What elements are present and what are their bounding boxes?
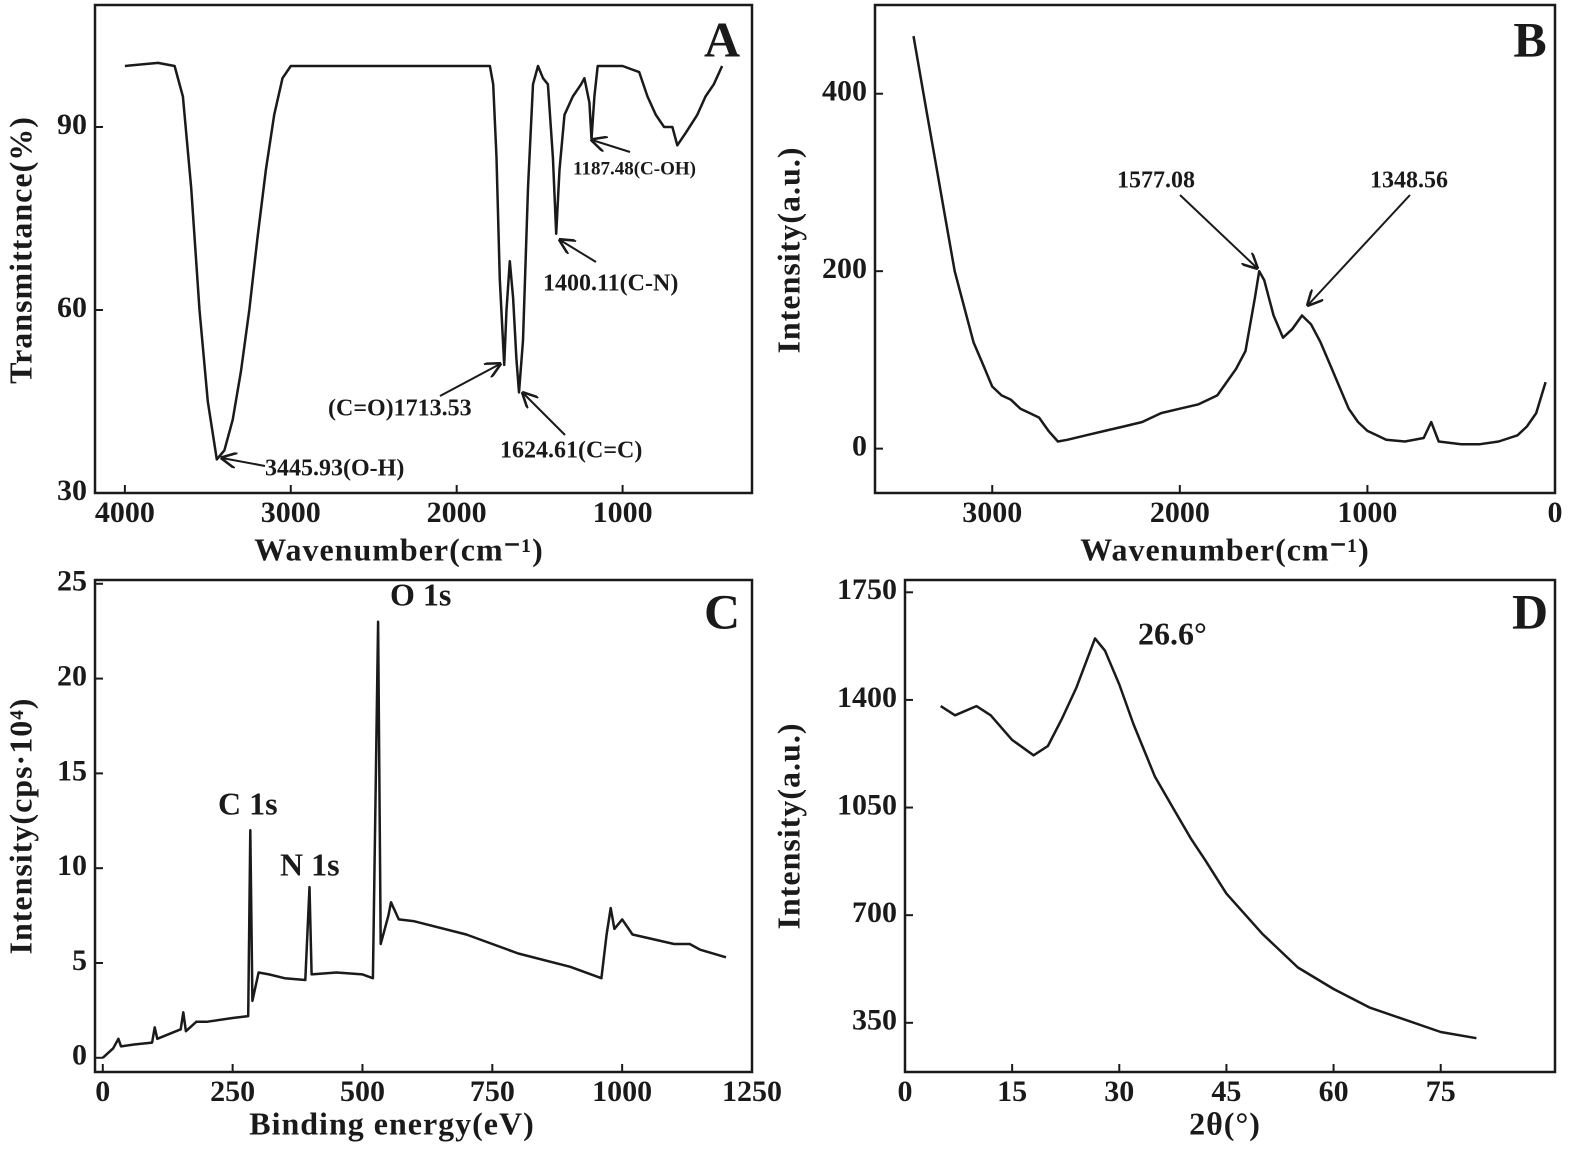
annotation: N 1s [280, 846, 340, 882]
y-tick-label: 60 [57, 291, 87, 324]
y-tick-label: 20 [57, 659, 87, 692]
y-tick-label: 0 [72, 1039, 87, 1072]
y-tick-label: 1050 [837, 788, 897, 821]
y-tick-label: 350 [852, 1004, 897, 1037]
panel-label: C [704, 583, 740, 639]
x-axis-label: 2θ(°) [1189, 1105, 1261, 1141]
annotation: 3445.93(O-H) [265, 456, 404, 482]
x-tick-label: 1000 [1337, 496, 1397, 529]
y-axis-label: Intensity(a.u.) [770, 146, 806, 353]
annotation: (C=O)1713.53 [328, 396, 472, 422]
y-axis-label: Transmittance(%) [2, 116, 38, 384]
annotation-arrow [592, 140, 631, 153]
panel-label: D [1512, 583, 1548, 639]
y-tick-label: 15 [57, 754, 87, 787]
annotation-arrow [523, 393, 566, 436]
x-tick-label: 0 [95, 1075, 110, 1108]
x-tick-label: 500 [340, 1075, 385, 1108]
y-tick-label: 10 [57, 849, 87, 882]
y-tick-label: 30 [57, 474, 87, 507]
x-tick-label: 75 [1426, 1075, 1456, 1108]
annotation: 1187.48(C-OH) [573, 158, 696, 179]
y-tick-label: 200 [822, 252, 867, 285]
annotation: 1624.61(C=C) [500, 438, 642, 464]
annotation: 1577.08 [1117, 168, 1195, 194]
y-tick-label: 1400 [837, 681, 897, 714]
annotation-arrow [560, 240, 597, 263]
x-tick-label: 2000 [427, 496, 487, 529]
panel-label: A [704, 11, 740, 67]
x-tick-label: 3000 [962, 496, 1022, 529]
y-tick-label: 90 [57, 108, 87, 141]
spectrum-line [912, 35, 1547, 446]
y-axis-label: Intensity(cps·10⁴) [2, 698, 38, 955]
y-tick-label: 400 [822, 75, 867, 108]
plot-frame [93, 578, 754, 1074]
plot-frame [873, 3, 1557, 495]
annotation: 1348.56 [1370, 168, 1448, 194]
x-tick-label: 2000 [1150, 496, 1210, 529]
y-tick-label: 5 [72, 944, 87, 977]
y-tick-label: 25 [57, 565, 87, 598]
annotation-arrow [1179, 194, 1257, 268]
y-tick-label: 0 [852, 430, 867, 463]
plot-frame [903, 578, 1557, 1074]
annotation-arrow [222, 458, 266, 466]
annotation-arrow [1308, 194, 1411, 305]
x-tick-label: 0 [1548, 496, 1563, 529]
x-tick-label: 60 [1319, 1075, 1349, 1108]
x-axis-label: Binding energy(eV) [249, 1105, 535, 1141]
x-axis-label: Wavenumber(cm⁻¹) [254, 531, 544, 567]
x-tick-label: 30 [1104, 1075, 1134, 1108]
y-tick-label: 700 [852, 896, 897, 929]
x-tick-label: 1000 [593, 496, 653, 529]
annotation: C 1s [218, 785, 278, 821]
x-tick-label: 15 [997, 1075, 1027, 1108]
x-tick-label: 750 [470, 1075, 515, 1108]
plot-frame [93, 3, 754, 495]
x-tick-label: 0 [898, 1075, 913, 1108]
x-tick-label: 3000 [261, 496, 321, 529]
x-tick-label: 45 [1211, 1075, 1241, 1108]
y-tick-label: 1750 [837, 573, 897, 606]
annotation-arrow [439, 364, 500, 397]
y-axis-label: Intensity(a.u.) [770, 722, 806, 929]
spectrum-line [124, 61, 724, 461]
spectrum-line [940, 637, 1477, 1040]
x-tick-label: 250 [210, 1075, 255, 1108]
spectrum-line [101, 620, 727, 1059]
annotation: 26.6° [1138, 615, 1207, 651]
annotation: 1400.11(C-N) [543, 271, 678, 297]
panel-label: B [1513, 11, 1546, 67]
annotation: O 1s [390, 576, 451, 612]
x-tick-label: 1000 [592, 1075, 652, 1108]
x-axis-label: Wavenumber(cm⁻¹) [1080, 531, 1370, 567]
x-tick-label: 4000 [95, 496, 155, 529]
x-tick-label: 1250 [722, 1075, 782, 1108]
